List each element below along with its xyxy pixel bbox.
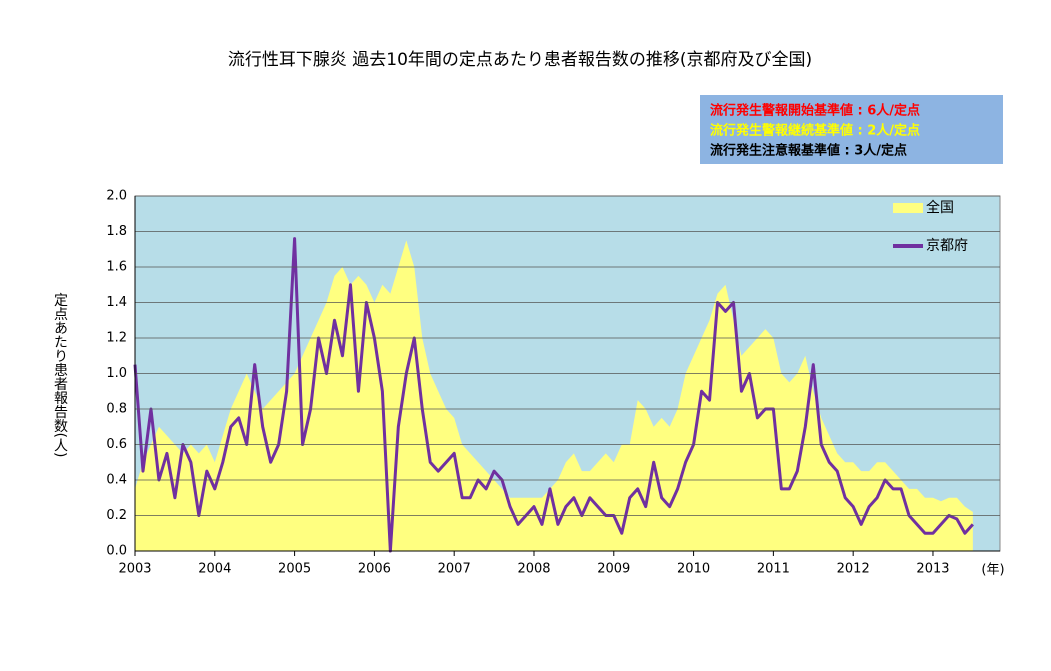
x-tick-label: 2011 xyxy=(757,562,790,577)
y-tick-label: 1.6 xyxy=(106,260,127,275)
note: 流行発生警報開始基準値 : 6人/定点 xyxy=(710,103,920,119)
note-box xyxy=(700,95,1003,164)
chart-title: 流行性耳下腺炎 過去10年間の定点あたり患者報告数の推移(京都府及び全国) xyxy=(228,50,812,70)
line xyxy=(133,237,974,553)
y-tick-label: 0.2 xyxy=(106,508,127,523)
x-tick-label: 2012 xyxy=(837,562,870,577)
note: 流行発生注意報基準値 : 3人/定点 xyxy=(710,143,907,159)
x-tick-label: 2008 xyxy=(517,562,550,577)
y-tick-label: 0.4 xyxy=(106,473,127,488)
y-tick-label: 0.6 xyxy=(106,437,127,452)
legend-swatch xyxy=(893,203,923,213)
x-tick-label: 2010 xyxy=(677,562,710,577)
area xyxy=(135,240,973,551)
y-axis-label: 定点あたり患者報告数(人) xyxy=(52,293,68,458)
y-tick-label: 0.0 xyxy=(106,544,127,559)
legend-label: 京都府 xyxy=(926,238,968,254)
x-tick-label: 2009 xyxy=(597,562,630,577)
y-tick-label: 2.0 xyxy=(106,189,127,204)
y-tick-label: 0.8 xyxy=(106,402,127,417)
x-tick-label: 2006 xyxy=(358,562,391,577)
y-tick-label: 1.4 xyxy=(106,295,127,310)
y-tick-label: 1.8 xyxy=(106,224,127,239)
y-tick-label: 1.2 xyxy=(106,331,127,346)
y-tick-label: 1.0 xyxy=(106,366,127,381)
x-tick-label: 2003 xyxy=(118,562,151,577)
x-tick-label: 2013 xyxy=(916,562,949,577)
x-tick-label: 2005 xyxy=(278,562,311,577)
note: 流行発生警報継続基準値 : 2人/定点 xyxy=(710,123,920,139)
legend-label: 全国 xyxy=(926,199,954,216)
x-axis-label: (年) xyxy=(981,563,1004,578)
x-tick-label: 2004 xyxy=(198,562,231,577)
x-tick-label: 2007 xyxy=(438,562,471,577)
